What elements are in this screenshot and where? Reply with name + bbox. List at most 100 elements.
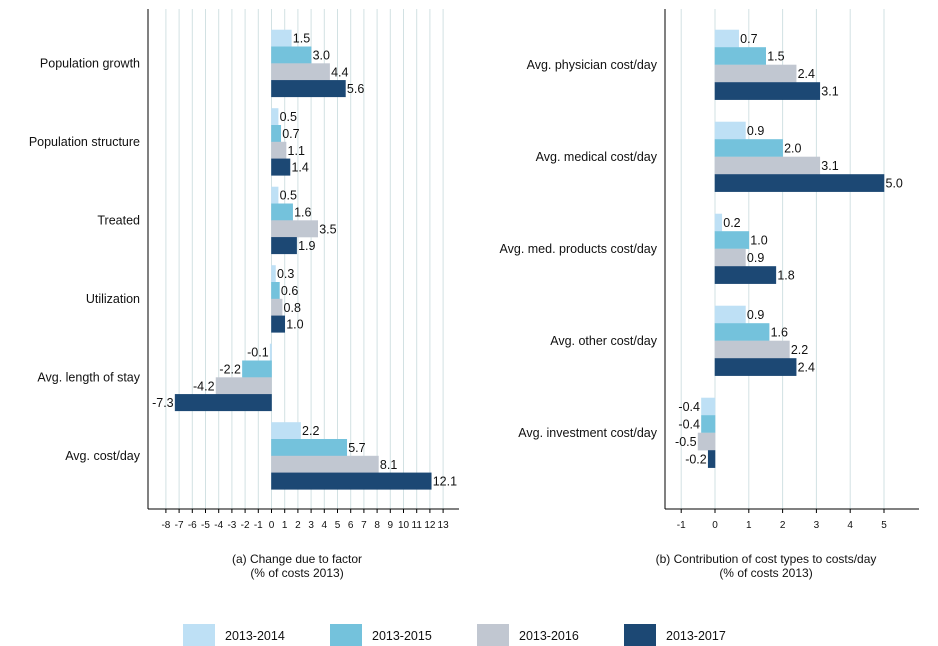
panel-b-data-label: 0.7 [740,32,757,46]
panel-b-bar [708,451,715,468]
panel-b-data-label: -0.4 [678,418,700,432]
panel-a-xlabel: (a) Change due to factor [232,552,362,566]
panel-a-data-label: 1.0 [286,318,303,332]
panel-b-category-label: Avg. investment cost/day [518,426,657,440]
panel-b-bar [715,157,820,174]
panel-b-data-label: 0.9 [747,308,764,322]
panel-a-data-label: -0.1 [247,346,269,360]
panel-a-data-label: 1.5 [293,32,310,46]
panel-a-data-label: 1.4 [291,161,308,175]
panel-b-tick-label: 0 [712,520,718,531]
panel-a-data-label: -2.2 [219,363,241,377]
legend-label-2013-2015: 2013-2015 [372,629,432,643]
panel-b-data-label: 5.0 [886,177,903,191]
panel-b-data-label: 1.8 [777,269,794,283]
panel-a-tick-label: 1 [282,520,288,531]
panel-a-bar [272,30,292,46]
legend-swatch-2013-2017 [624,624,656,646]
panel-a-tick-label: 6 [348,520,354,531]
panel-a-category-label: Treated [97,214,140,228]
panel-a-tick-label: -6 [188,520,197,531]
panel-b-data-label: 2.0 [784,142,801,156]
panel-a-data-label: -4.2 [193,379,215,393]
panel-b-tick-label: 4 [847,520,853,531]
panel-b-bar [715,306,745,323]
panel-a-data-label: 2.2 [302,424,319,438]
panel-b-data-label: 2.2 [791,343,808,357]
panel-a-tick-label: -8 [161,520,170,531]
panel-a-category-label: Avg. cost/day [65,449,141,463]
panel-a-data-label: 0.5 [280,189,297,203]
panel-b-bar [715,83,820,100]
panel-b-bar [701,398,715,415]
panel-b-bar [715,232,749,249]
panel-a-data-label: 3.5 [319,222,336,236]
panel-a-bar [272,316,285,332]
panel-a-data-label: 0.6 [281,284,298,298]
panel-b-tick-label: 2 [780,520,786,531]
panel-a-bar [216,378,271,394]
panel-a-tick-label: 10 [398,520,410,531]
panel-a-bar [272,80,346,96]
panel-a-tick-label: -2 [241,520,250,531]
panel-b-bar [715,267,776,284]
panel-a-bar [270,344,271,360]
panel-a-bar [272,237,297,253]
panel-a-data-label: -7.3 [152,396,174,410]
panel-a-bar [272,282,280,298]
panel-a-bar [272,204,293,220]
panel-b-bar [698,433,715,450]
panel-a-tick-label: -1 [254,520,263,531]
panel-b-bar [715,214,722,231]
panel-a-tick-label: 12 [424,520,436,531]
panel-b-bar [715,359,796,376]
panel-a-bar [272,142,287,158]
panel-a-category-label: Population structure [29,135,140,149]
panel-a-tick-label: 11 [412,520,423,531]
panel-a-bar [272,423,301,439]
panel-b-bar [715,122,745,139]
panel-b-bar [715,30,739,47]
panel-b-bar [715,249,745,266]
panel-a-bar [272,187,279,203]
panel-b-bar [701,416,715,433]
panel-a-bar [175,394,271,410]
panel-b-tick-label: 1 [746,520,752,531]
panel-a-bar [272,266,276,282]
panel-a-bar [272,299,283,315]
panel-a-data-label: 12.1 [433,475,457,489]
panel-a-data-label: 0.3 [277,267,294,281]
legend-swatch-2013-2014 [183,624,215,646]
panel-a-data-label: 0.7 [282,127,299,141]
panel-b-category-label: Avg. other cost/day [550,334,658,348]
panel-a-bar [272,125,281,141]
legend-label-2013-2016: 2013-2016 [519,629,579,643]
legend-swatch-2013-2015 [330,624,362,646]
legend: 2013-2014 2013-2015 2013-2016 2013-2017 [183,624,726,646]
panel-b-tick-label: 3 [814,520,820,531]
panel-b-tick-label: -1 [677,520,686,531]
panel-b-tick-label: 5 [881,520,887,531]
panel-a-data-label: 1.1 [288,144,305,158]
panel-b-bar [715,175,884,192]
panel-a-tick-label: 9 [388,520,394,531]
panel-a-tick-label: 2 [295,520,301,531]
panel-a: -8 -7 -6 -5 -4 -3 -2 -1 0 1 2 3 4 5 6 7 8 9 10 11 12 13Popula… [29,9,459,531]
panel-b-category-label: Avg. med. products cost/day [500,242,658,256]
panel-a-bar [272,47,312,63]
panel-a-tick-label: 5 [335,520,341,531]
legend-label-2013-2017: 2013-2017 [666,629,726,643]
panel-a-bar [272,109,279,125]
panel-a-category-label: Population growth [40,57,140,71]
panel-a-data-label: 4.4 [331,65,348,79]
panel-b-data-label: 2.4 [798,361,815,375]
panel-a-data-label: 1.9 [298,239,315,253]
panel-b-data-label: 1.5 [767,50,784,64]
panel-b-bar [715,140,783,157]
panel-b-data-label: -0.5 [675,435,697,449]
panel-a-data-label: 3.0 [313,49,330,63]
panel-a-bar [242,361,271,377]
panel-a-tick-label: 13 [438,520,450,531]
panel-b-data-label: 3.1 [821,159,838,173]
panel-b-data-label: 1.6 [771,326,788,340]
